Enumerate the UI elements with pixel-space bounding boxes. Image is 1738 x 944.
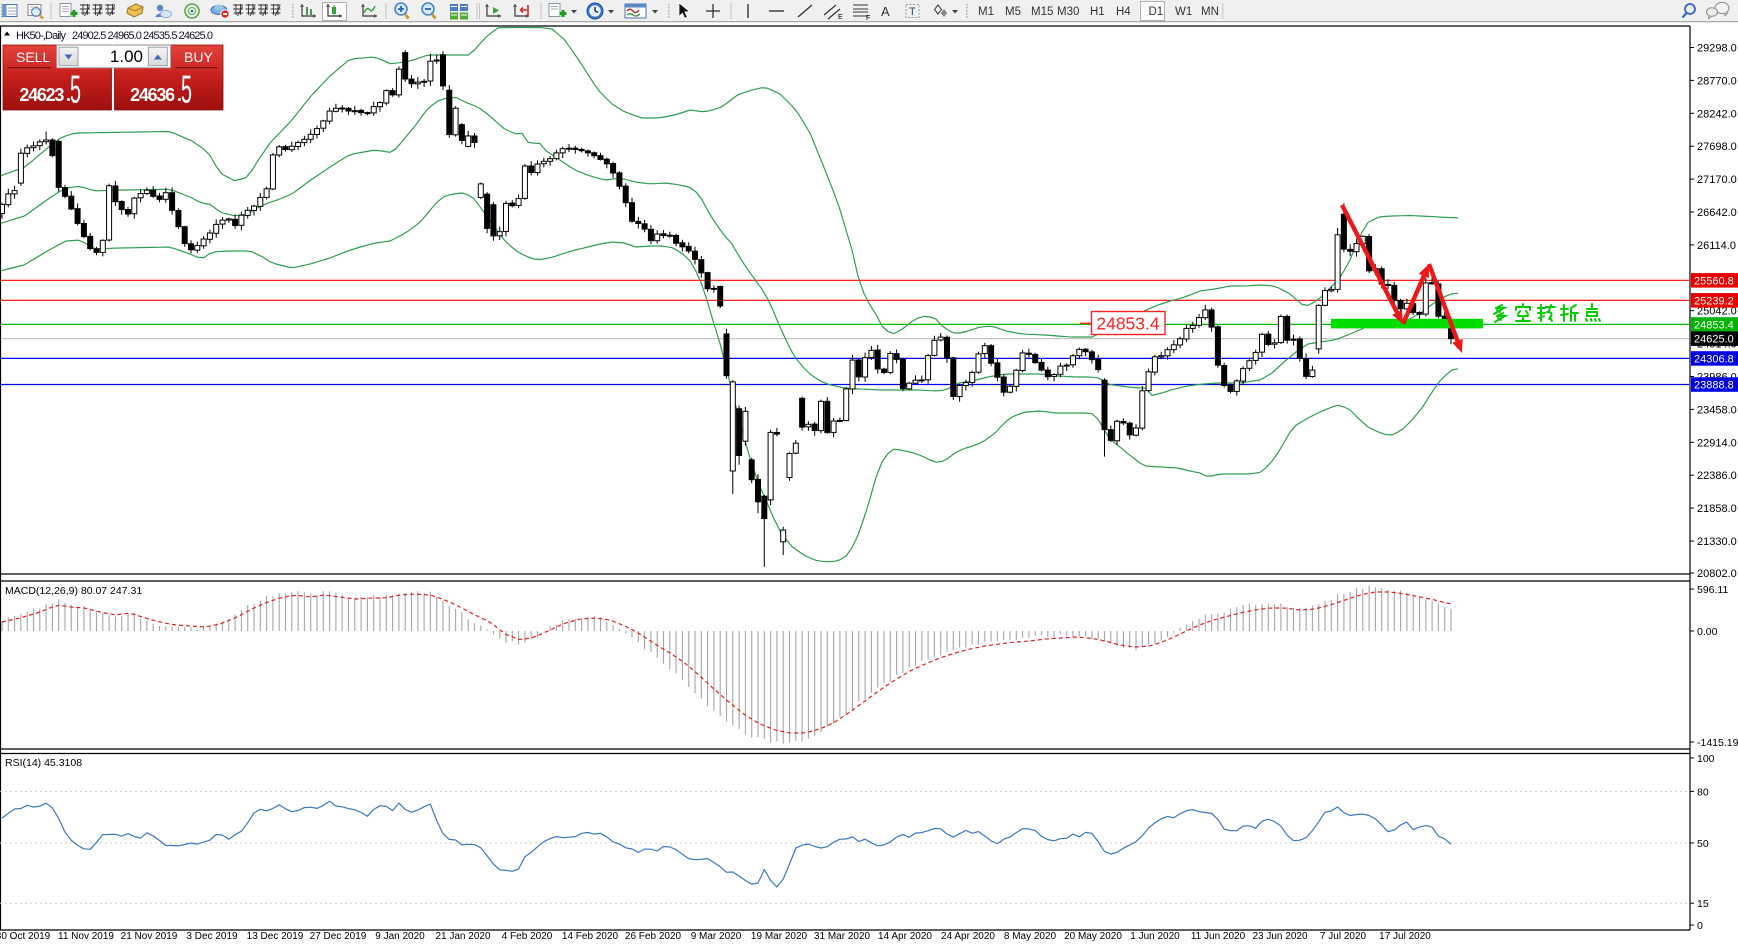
svg-text:MN: MN	[1201, 6, 1219, 18]
svg-text:5: 5	[181, 69, 192, 112]
svg-text:A: A	[881, 4, 890, 19]
svg-text:23888.8: 23888.8	[1694, 380, 1734, 392]
svg-text:50: 50	[1697, 838, 1709, 850]
svg-text:9 Jan 2020: 9 Jan 2020	[375, 931, 425, 942]
svg-text:-1415.19: -1415.19	[1697, 737, 1738, 749]
svg-text:9 Mar 2020: 9 Mar 2020	[691, 931, 742, 942]
svg-text:21 Jan 2020: 21 Jan 2020	[435, 931, 490, 942]
svg-text:E: E	[838, 14, 843, 21]
svg-text:W1: W1	[1175, 6, 1192, 18]
svg-text:14 Apr 2020: 14 Apr 2020	[878, 931, 932, 942]
svg-text:17 Jul 2020: 17 Jul 2020	[1379, 931, 1431, 942]
svg-text:4 Feb 2020: 4 Feb 2020	[502, 931, 553, 942]
svg-text:7 Jul 2020: 7 Jul 2020	[1320, 931, 1367, 942]
svg-text:3 Dec 2019: 3 Dec 2019	[186, 931, 238, 942]
svg-text:30 Oct 2019: 30 Oct 2019	[0, 931, 51, 942]
svg-text:28242.0: 28242.0	[1697, 108, 1737, 120]
svg-text:RSI(14) 45.3108: RSI(14) 45.3108	[5, 757, 82, 769]
svg-text:M30: M30	[1057, 6, 1079, 18]
svg-text:31 Mar 2020: 31 Mar 2020	[814, 931, 871, 942]
svg-text:25042.0: 25042.0	[1697, 306, 1737, 318]
svg-text:M1: M1	[978, 6, 994, 18]
svg-text:24623: 24623	[19, 85, 64, 105]
svg-text:29298.0: 29298.0	[1697, 43, 1737, 55]
svg-text:21330.0: 21330.0	[1697, 536, 1737, 548]
svg-text:F: F	[866, 15, 870, 22]
svg-text:H1: H1	[1090, 6, 1105, 18]
svg-text:25239.2: 25239.2	[1694, 295, 1734, 307]
svg-text:20802.0: 20802.0	[1697, 568, 1737, 580]
svg-text:0: 0	[1697, 920, 1703, 932]
svg-text:80: 80	[1697, 786, 1709, 798]
svg-text:100: 100	[1697, 753, 1715, 765]
svg-text:H4: H4	[1116, 6, 1131, 18]
svg-text:23 Jun 2020: 23 Jun 2020	[1252, 931, 1307, 942]
svg-text:11 Jun 2020: 11 Jun 2020	[1191, 931, 1246, 942]
svg-text:0.00: 0.00	[1697, 626, 1718, 638]
svg-text:22914.0: 22914.0	[1697, 437, 1737, 449]
svg-text:24853.4: 24853.4	[1694, 319, 1734, 331]
svg-text:24853.4: 24853.4	[1096, 314, 1160, 334]
svg-text:.: .	[177, 85, 182, 105]
svg-text:24636: 24636	[130, 85, 175, 105]
svg-text:27170.0: 27170.0	[1697, 174, 1737, 186]
svg-text:19 Mar 2020: 19 Mar 2020	[751, 931, 808, 942]
svg-text:27698.0: 27698.0	[1697, 141, 1737, 153]
svg-text:8 May 2020: 8 May 2020	[1004, 931, 1057, 942]
svg-text:24 Apr 2020: 24 Apr 2020	[941, 931, 995, 942]
svg-text:D1: D1	[1149, 6, 1164, 18]
svg-text:HK50-,Daily: HK50-,Daily	[16, 30, 67, 42]
svg-text:MACD(12,26,9) 80.07 247.31: MACD(12,26,9) 80.07 247.31	[5, 585, 142, 597]
svg-text:596.11: 596.11	[1697, 584, 1728, 596]
svg-text:BUY: BUY	[184, 49, 213, 65]
svg-text:13 Dec 2019: 13 Dec 2019	[247, 931, 304, 942]
svg-text:15: 15	[1697, 898, 1709, 910]
svg-text:21858.0: 21858.0	[1697, 503, 1737, 515]
svg-text:26642.0: 26642.0	[1697, 207, 1737, 219]
svg-text:1.00: 1.00	[110, 47, 143, 66]
svg-text:26114.0: 26114.0	[1697, 240, 1736, 252]
svg-text:14 Feb 2020: 14 Feb 2020	[562, 931, 619, 942]
svg-text:27 Dec 2019: 27 Dec 2019	[310, 931, 367, 942]
svg-text:20 May 2020: 20 May 2020	[1064, 931, 1122, 942]
svg-text:.: .	[66, 85, 71, 105]
svg-text:21 Nov 2019: 21 Nov 2019	[121, 931, 178, 942]
svg-text:T: T	[909, 6, 916, 18]
svg-text:22386.0: 22386.0	[1697, 470, 1737, 482]
svg-text:28770.0: 28770.0	[1697, 75, 1737, 87]
svg-text:5: 5	[70, 69, 81, 112]
svg-text:23458.0: 23458.0	[1697, 404, 1737, 416]
svg-text:24625.0: 24625.0	[1694, 334, 1734, 346]
svg-text:M5: M5	[1005, 6, 1021, 18]
svg-text:11 Nov 2019: 11 Nov 2019	[58, 931, 114, 942]
svg-text:24306.8: 24306.8	[1694, 353, 1734, 365]
svg-text:25560.8: 25560.8	[1694, 275, 1734, 287]
svg-text:26 Feb 2020: 26 Feb 2020	[625, 931, 682, 942]
svg-text:M15: M15	[1031, 6, 1053, 18]
svg-text:SELL: SELL	[16, 49, 50, 65]
svg-text:1 Jun 2020: 1 Jun 2020	[1130, 931, 1180, 942]
svg-text:24902.5 24965.0 24535.5 24625.: 24902.5 24965.0 24535.5 24625.0	[72, 30, 213, 42]
